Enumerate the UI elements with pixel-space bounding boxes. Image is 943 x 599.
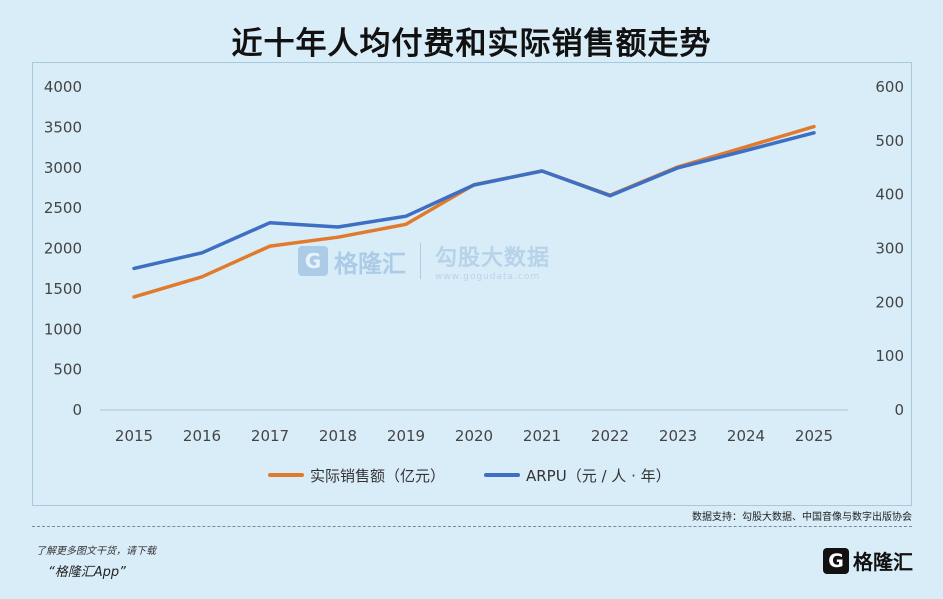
y-left-tick-label: 3000 bbox=[44, 159, 82, 177]
x-tick-label: 2020 bbox=[455, 427, 493, 445]
x-tick-label: 2025 bbox=[795, 427, 833, 445]
legend-item-arpu: ARPU（元 / 人 · 年） bbox=[484, 463, 671, 487]
legend: 实际销售额（亿元） ARPU（元 / 人 · 年） bbox=[0, 463, 943, 487]
y-left-tick-label: 2500 bbox=[44, 199, 82, 217]
watermark-logo-icon: G bbox=[298, 246, 328, 276]
x-tick-label: 2022 bbox=[591, 427, 629, 445]
chart-title: 近十年人均付费和实际销售额走势 bbox=[231, 26, 712, 62]
watermark-url: www.gogudata.com bbox=[435, 272, 541, 282]
x-tick-label: 2015 bbox=[115, 427, 153, 445]
x-tick-label: 2017 bbox=[251, 427, 289, 445]
legend-label-arpu: ARPU（元 / 人 · 年） bbox=[526, 466, 671, 485]
x-tick-label: 2016 bbox=[183, 427, 221, 445]
legend-swatch-arpu bbox=[484, 473, 520, 477]
x-tick-label: 2018 bbox=[319, 427, 357, 445]
y-left-tick-label: 3500 bbox=[44, 118, 82, 136]
series-line-arpu bbox=[132, 131, 816, 271]
y-right-tick-label: 400 bbox=[875, 186, 904, 204]
data-source: 数据支持：勾股大数据、中国音像与数字出版协会 bbox=[692, 512, 912, 523]
legend-swatch-sales bbox=[268, 473, 304, 477]
watermark-partner: 勾股大数据 bbox=[435, 246, 551, 271]
legend-item-sales: 实际销售额（亿元） bbox=[268, 463, 445, 487]
series-line-sales bbox=[132, 124, 816, 299]
y-left-tick-label: 0 bbox=[72, 401, 82, 419]
watermark: G 格隆汇 勾股大数据 www.gogudata.com bbox=[298, 240, 550, 282]
line-chart: 0 500 1000 1500 2000 2500 3000 3500 4000 0 100 200 3… bbox=[44, 78, 904, 445]
y-left-tick-label: 1000 bbox=[44, 320, 82, 338]
y-left-tick-label: 2000 bbox=[44, 240, 82, 258]
y-right-tick-label: 100 bbox=[875, 347, 904, 365]
footer-divider bbox=[32, 526, 912, 527]
x-tick-label: 2023 bbox=[659, 427, 697, 445]
y-right-tick-label: 300 bbox=[875, 240, 904, 258]
y-left-tick-label: 1500 bbox=[44, 280, 82, 298]
y-right-tick-label: 0 bbox=[894, 401, 904, 419]
y-right-tick-label: 200 bbox=[875, 293, 904, 311]
y-left-tick-label: 4000 bbox=[44, 78, 82, 96]
footer-app-name: “格隆汇App” bbox=[48, 565, 126, 580]
y-right-tick-label: 600 bbox=[875, 78, 904, 96]
footer-note: 了解更多图文干货，请下载 bbox=[36, 546, 156, 557]
legend-label-sales: 实际销售额（亿元） bbox=[310, 466, 446, 485]
watermark-divider bbox=[420, 243, 421, 279]
watermark-brand: 格隆汇 bbox=[334, 249, 406, 278]
brand-logo-text: 格隆汇 bbox=[853, 550, 913, 574]
y-left-tick-label: 500 bbox=[53, 361, 82, 379]
x-tick-label: 2019 bbox=[387, 427, 425, 445]
x-tick-label: 2021 bbox=[523, 427, 561, 445]
x-tick-label: 2024 bbox=[727, 427, 765, 445]
brand-logo: G 格隆汇 bbox=[823, 546, 913, 575]
chart-frame bbox=[32, 62, 912, 506]
brand-logo-icon: G bbox=[823, 547, 849, 574]
y-right-tick-label: 500 bbox=[875, 132, 904, 150]
